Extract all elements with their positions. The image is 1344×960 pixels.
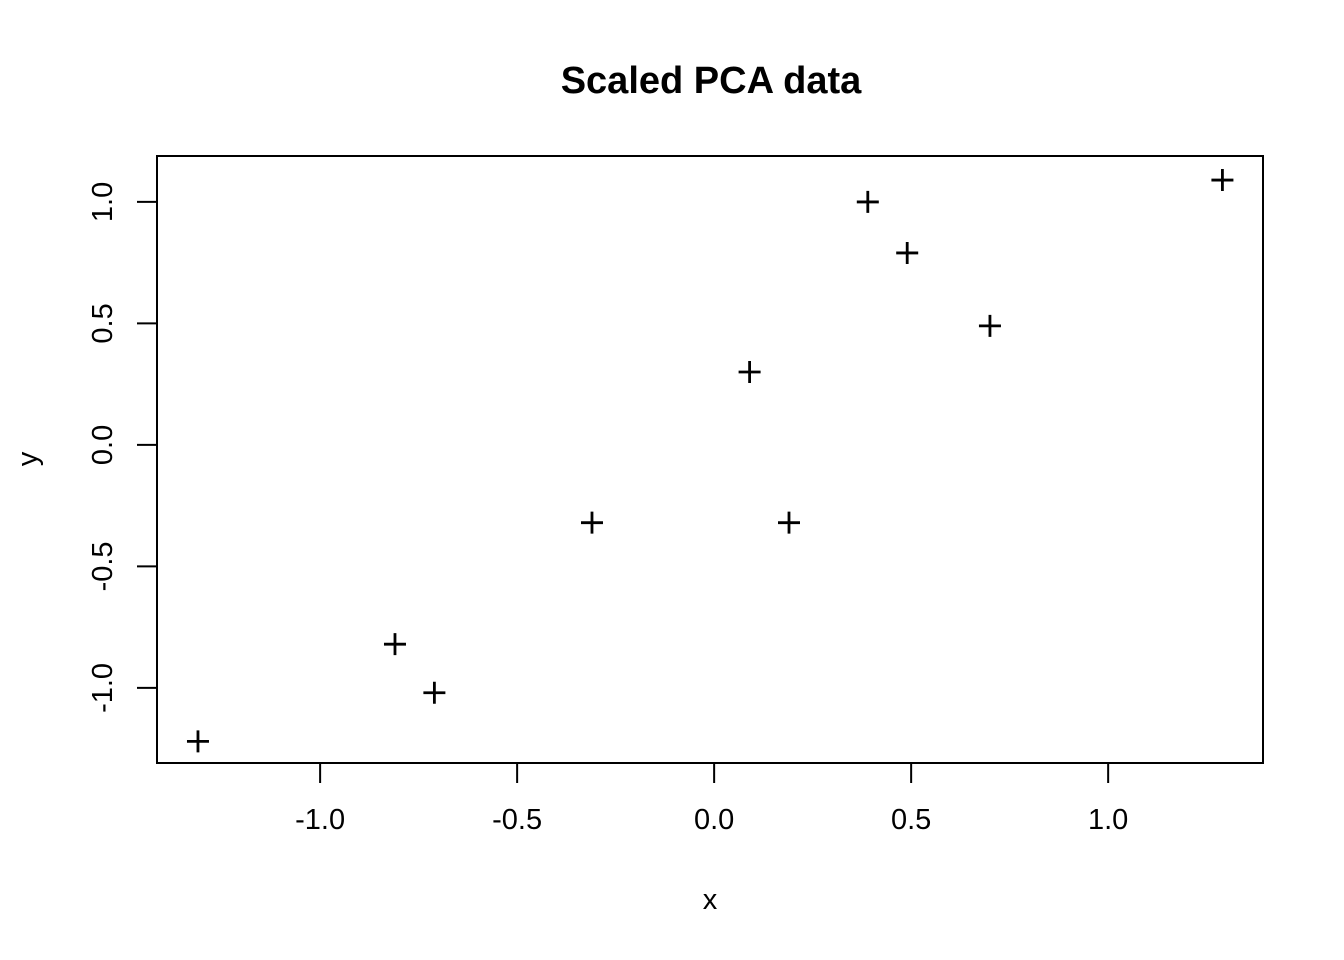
data-point-marker bbox=[778, 511, 800, 534]
x-axis-tick-label: -1.0 bbox=[295, 804, 345, 836]
data-point-marker bbox=[978, 314, 1001, 337]
x-axis: -1.0 -0.5 0.0 0.5 1.0 bbox=[295, 763, 1128, 836]
data-point-marker bbox=[186, 730, 209, 753]
data-point-marker bbox=[580, 511, 603, 534]
data-point-marker bbox=[738, 361, 761, 384]
y-axis-tick-label: -0.5 bbox=[87, 541, 119, 591]
y-axis-tick-label: 0.5 bbox=[87, 303, 119, 343]
x-axis-tick-label: -0.5 bbox=[492, 804, 542, 836]
y-axis: -1.0 -0.5 0.0 0.5 1.0 bbox=[87, 182, 157, 713]
x-axis-title: x bbox=[703, 884, 718, 916]
data-point-marker bbox=[896, 241, 919, 264]
data-point-marker bbox=[383, 633, 406, 656]
y-axis-tick-label: -1.0 bbox=[87, 663, 119, 713]
y-axis-title: y bbox=[12, 451, 44, 466]
x-axis-tick-label: 0.0 bbox=[694, 804, 734, 836]
data-point-marker bbox=[1211, 169, 1234, 192]
plot-frame bbox=[156, 155, 1264, 764]
y-axis-tick-label: 0.0 bbox=[87, 425, 119, 465]
data-points-layer bbox=[186, 169, 1234, 753]
chart-title: Scaled PCA data bbox=[561, 60, 862, 102]
data-point-marker bbox=[423, 681, 446, 704]
x-axis-tick-label: 1.0 bbox=[1088, 804, 1128, 836]
x-axis-tick-label: 0.5 bbox=[891, 804, 931, 836]
data-point-marker bbox=[856, 190, 879, 213]
y-axis-tick-label: 1.0 bbox=[87, 182, 119, 222]
